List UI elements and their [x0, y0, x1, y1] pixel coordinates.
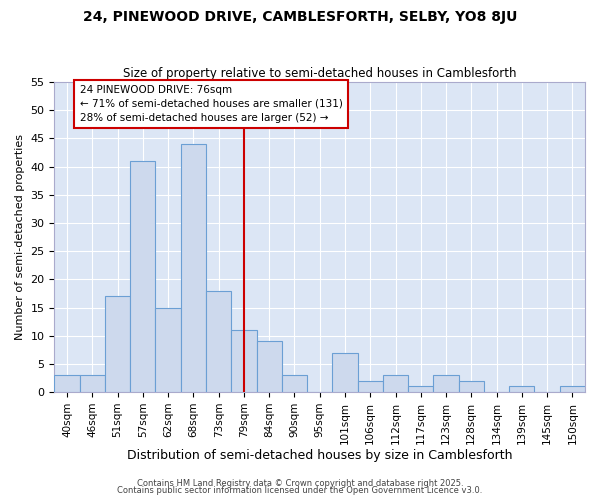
Bar [358, 381, 383, 392]
Bar [282, 375, 307, 392]
Bar [55, 375, 80, 392]
Bar [509, 386, 535, 392]
Title: Size of property relative to semi-detached houses in Camblesforth: Size of property relative to semi-detach… [123, 66, 517, 80]
Bar [383, 375, 408, 392]
Bar [560, 386, 585, 392]
Bar [80, 375, 105, 392]
Text: Contains public sector information licensed under the Open Government Licence v3: Contains public sector information licen… [118, 486, 482, 495]
X-axis label: Distribution of semi-detached houses by size in Camblesforth: Distribution of semi-detached houses by … [127, 450, 512, 462]
Bar [206, 290, 231, 392]
Text: 24 PINEWOOD DRIVE: 76sqm
← 71% of semi-detached houses are smaller (131)
28% of : 24 PINEWOOD DRIVE: 76sqm ← 71% of semi-d… [80, 85, 343, 123]
Bar [458, 381, 484, 392]
Bar [231, 330, 257, 392]
Bar [105, 296, 130, 392]
Text: 24, PINEWOOD DRIVE, CAMBLESFORTH, SELBY, YO8 8JU: 24, PINEWOOD DRIVE, CAMBLESFORTH, SELBY,… [83, 10, 517, 24]
Bar [257, 342, 282, 392]
Bar [155, 308, 181, 392]
Bar [408, 386, 433, 392]
Bar [433, 375, 458, 392]
Bar [181, 144, 206, 392]
Bar [130, 161, 155, 392]
Text: Contains HM Land Registry data © Crown copyright and database right 2025.: Contains HM Land Registry data © Crown c… [137, 478, 463, 488]
Y-axis label: Number of semi-detached properties: Number of semi-detached properties [15, 134, 25, 340]
Bar [332, 352, 358, 392]
